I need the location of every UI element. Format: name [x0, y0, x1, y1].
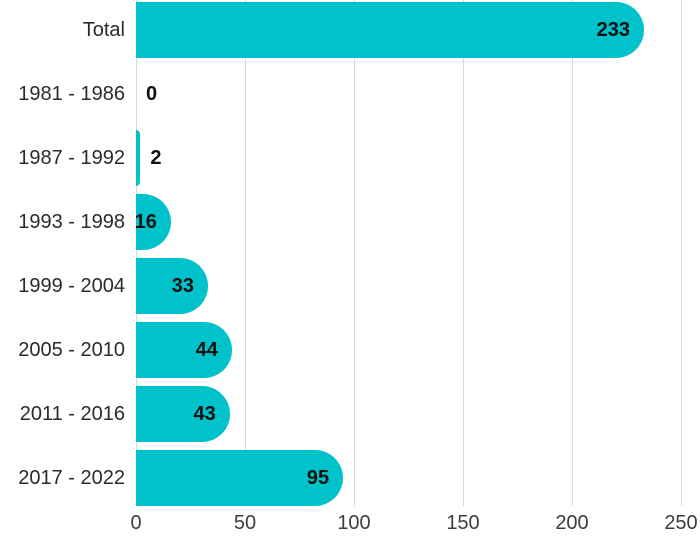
category-label: 2005 - 2010 — [18, 339, 125, 361]
category-label: 1981 - 1986 — [18, 83, 125, 105]
bar — [136, 258, 208, 314]
bar — [136, 450, 344, 506]
x-tick-label: 150 — [446, 512, 480, 534]
bar — [136, 2, 644, 58]
x-tick-label: 50 — [233, 512, 257, 534]
x-tick-label: 250 — [664, 512, 698, 534]
x-tick-label: 200 — [555, 512, 589, 534]
x-tick-label: 100 — [337, 512, 371, 534]
value-label: 233 — [596, 19, 630, 41]
value-label: 43 — [193, 403, 216, 425]
gridline — [244, 0, 246, 506]
gridline — [135, 0, 137, 506]
bar — [136, 386, 230, 442]
category-label: 1999 - 2004 — [18, 275, 125, 297]
bar — [136, 322, 232, 378]
value-label: 95 — [306, 467, 330, 489]
gridline — [571, 0, 573, 506]
gridline — [462, 0, 464, 506]
value-label: 2 — [150, 147, 162, 169]
value-label: 0 — [146, 83, 158, 105]
gridline — [353, 0, 355, 506]
gridline — [680, 0, 682, 506]
category-label: 1993 - 1998 — [18, 211, 125, 233]
category-label: 1987 - 1992 — [18, 147, 125, 169]
value-label: 16 — [134, 211, 157, 233]
category-label: Total — [82, 19, 125, 41]
x-tick-label: 0 — [130, 512, 142, 534]
value-label: 33 — [171, 275, 194, 297]
bar — [136, 130, 141, 186]
value-label: 44 — [195, 339, 218, 361]
category-label: 2017 - 2022 — [18, 467, 125, 489]
category-label: 2011 - 2016 — [19, 403, 125, 425]
